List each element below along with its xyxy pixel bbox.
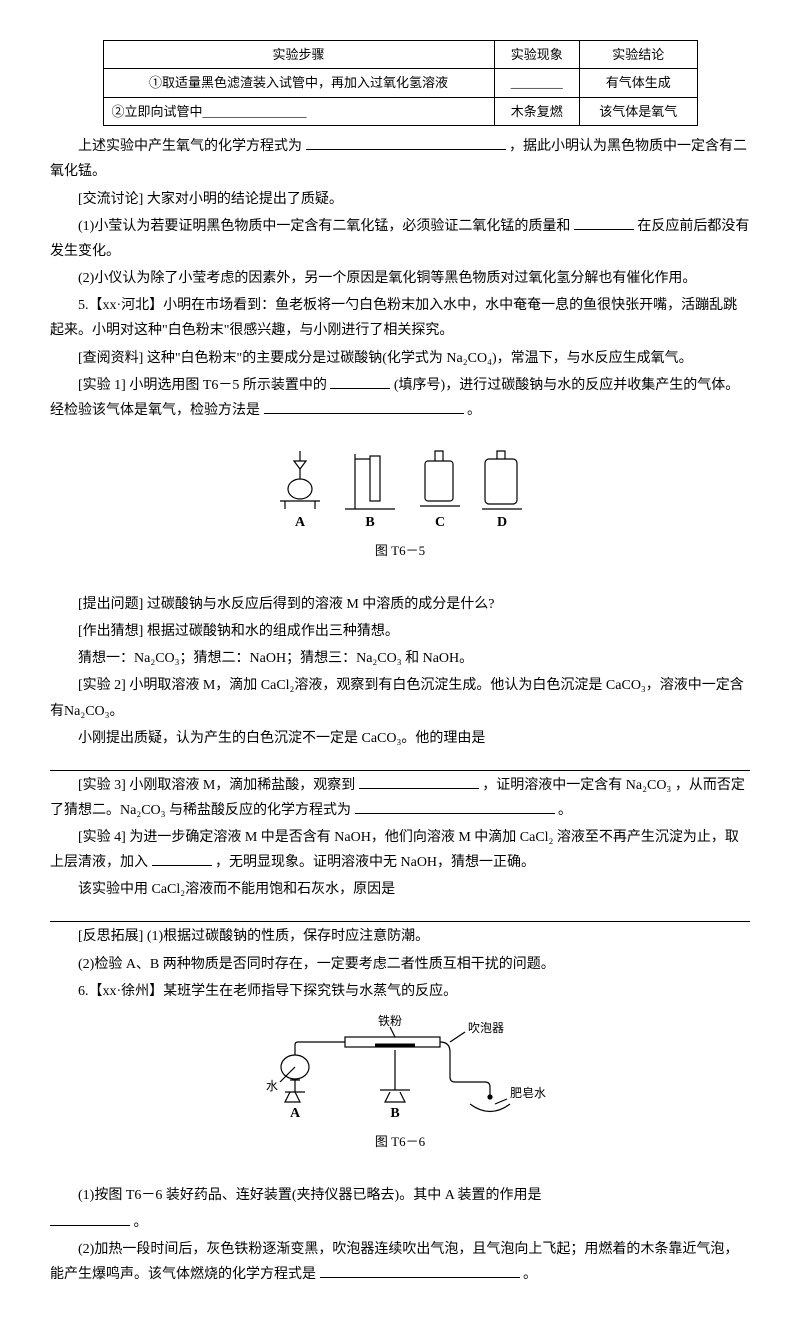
paragraph: 上述实验中产生氧气的化学方程式为 ，据此小明认为黑色物质中一定含有二氧化锰。 [50,134,750,184]
label-blower: 吹泡器 [468,1021,504,1035]
fill-blank[interactable] [264,399,464,414]
fill-blank[interactable] [355,799,555,814]
th-step: 实验步骤 [103,41,494,69]
text: 上述实验中产生氧气的化学方程式为 [78,139,302,154]
figure-caption: 图 T6－6 [50,1130,750,1153]
paragraph: (2)检验 A、B 两种物质是否同时存在，一定要考虑二者性质互相干扰的问题。 [50,952,750,977]
paragraph: [提出问题] 过碳酸钠与水反应后得到的溶液 M 中溶质的成分是什么? [50,592,750,617]
text: (1)按图 T6－6 装好药品、连好装置(夹持仪器已略去)。其中 A 装置的作用… [78,1188,542,1203]
paragraph: (1)按图 T6－6 装好药品、连好装置(夹持仪器已略去)。其中 A 装置的作用… [50,1183,750,1208]
table-row: ①取适量黑色滤渣装入试管中，再加入过氧化氢溶液 [103,69,494,97]
table-row: ________ [494,69,579,97]
label-a: A [295,515,306,530]
text: (1)小莹认为若要证明黑色物质中一定含有二氧化锰，必须验证二氧化锰的质量和 [78,219,570,234]
paragraph: [交流讨论] 大家对小明的结论提出了质疑。 [50,187,750,212]
paragraph: [实验 4] 为进一步确定溶液 M 中是否含有 NaOH，他们向溶液 M 中滴加… [50,825,750,875]
text: [实验 3] 小刚取溶液 M，滴加稀盐酸，观察到 [78,778,355,793]
table-row: ②立即向试管中________________ [103,97,494,125]
th-conclusion: 实验结论 [579,41,697,69]
fill-blank[interactable] [306,135,506,150]
figure-t6-5: A B C D [50,431,750,531]
paragraph: [查阅资料] 这种"白色粉末"的主要成分是过碳酸钠(化学式为 Na₂CO₄)，常… [50,346,750,371]
fill-blank[interactable] [50,1211,130,1226]
fill-blank[interactable] [574,215,634,230]
figure-t6-6: 铁粉 水 肥皂水 吹泡器 A B [50,1012,750,1122]
fill-blank[interactable] [152,851,212,866]
paragraph: [实验 2] 小明取溶液 M，滴加 CaCl₂溶液，观察到有白色沉淀生成。他认为… [50,673,750,723]
paragraph: (2)小仪认为除了小莹考虑的因素外，另一个原因是氧化铜等黑色物质对过氧化氢分解也… [50,266,750,291]
fill-blank[interactable] [359,774,479,789]
text: 小刚提出质疑，认为产生的白色沉淀不一定是 CaCO₃。他的理由是 [78,731,485,746]
th-phenomenon: 实验现象 [494,41,579,69]
paragraph: [实验 1] 小明选用图 T6－5 所示装置中的 (填序号)，进行过碳酸钠与水的… [50,373,750,423]
paragraph: 6.【xx·徐州】某班学生在老师指导下探究铁与水蒸气的反应。 [50,979,750,1004]
apparatus-diagram-icon: 铁粉 水 肥皂水 吹泡器 A B [250,1012,550,1122]
text: 。 [523,1267,537,1282]
paragraph: 该实验中用 CaCl₂溶液而不能用饱和石灰水，原因是 [50,877,750,902]
text: 该实验中用 CaCl₂溶液而不能用饱和石灰水，原因是 [78,882,395,897]
paragraph: [作出猜想] 根据过碳酸钠和水的组成作出三种猜想。 [50,619,750,644]
paragraph: (1)小莹认为若要证明黑色物质中一定含有二氧化锰，必须验证二氧化锰的质量和 在反… [50,214,750,264]
text: 。 [558,803,572,818]
fill-blank[interactable] [50,753,750,771]
label-d: D [497,515,507,530]
paragraph: 猜想一：Na₂CO₃；猜想二：NaOH；猜想三：Na₂CO₃ 和 NaOH。 [50,646,750,671]
table-row: 木条复燃 [494,97,579,125]
paragraph: [反思拓展] (1)根据过碳酸钠的性质，保存时应注意防潮。 [50,924,750,949]
fill-blank[interactable] [50,905,750,923]
paragraph: [实验 3] 小刚取溶液 M，滴加稀盐酸，观察到 ，证明溶液中一定含有 Na₂C… [50,773,750,823]
paragraph: (2)加热一段时间后，灰色铁粉逐渐变黑，吹泡器连续吹出气泡，且气泡向上飞起；用燃… [50,1237,750,1287]
table-row: 该气体是氧气 [579,97,697,125]
label-iron: 铁粉 [378,1014,402,1028]
paragraph: 5.【xx·河北】小明在市场看到：鱼老板将一勺白色粉末加入水中，水中奄奄一息的鱼… [50,293,750,343]
label-a: A [290,1106,301,1121]
text: [实验 1] 小明选用图 T6－5 所示装置中的 [78,378,327,393]
table-row: 有气体生成 [579,69,697,97]
experiment-table: 实验步骤 实验现象 实验结论 ①取适量黑色滤渣装入试管中，再加入过氧化氢溶液 _… [103,40,698,126]
label-b: B [390,1106,399,1121]
text: ，无明显现象。证明溶液中无 NaOH，猜想一正确。 [215,855,535,870]
label-soap: 肥皂水 [510,1086,546,1100]
label-water: 水 [266,1079,278,1093]
apparatus-diagram-icon: A B C D [260,431,540,531]
paragraph: 小刚提出质疑，认为产生的白色沉淀不一定是 CaCO₃。他的理由是 [50,726,750,751]
label-c: C [435,515,445,530]
text: 。 [467,403,481,418]
fill-blank[interactable] [320,1263,520,1278]
fill-blank[interactable] [330,374,390,389]
label-b: B [365,515,374,530]
figure-caption: 图 T6－5 [50,539,750,562]
paragraph: 。 [50,1210,750,1235]
text: 。 [134,1215,148,1230]
